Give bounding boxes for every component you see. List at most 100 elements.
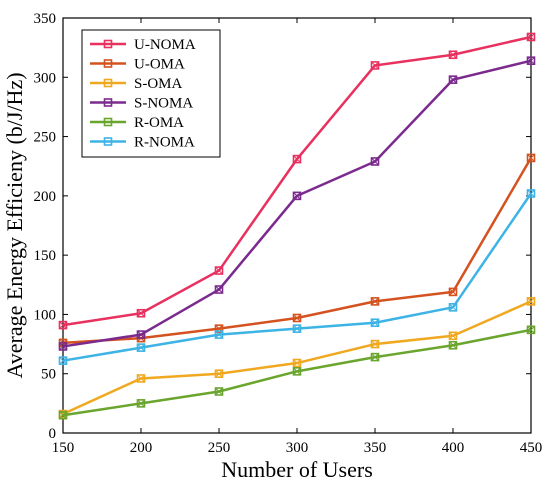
legend-item: U-NOMA <box>90 37 196 53</box>
data-point <box>136 399 146 408</box>
data-point <box>292 154 302 164</box>
data-point <box>292 313 302 323</box>
legend-box <box>81 29 221 158</box>
legend-item: R-OMA <box>90 115 184 131</box>
legend-marker <box>103 59 113 68</box>
series-s-oma <box>58 297 536 419</box>
y-tick-label: 100 <box>34 307 57 323</box>
legend-label: S-OMA <box>134 76 183 92</box>
data-point-mark <box>449 288 457 296</box>
data-point-mark <box>137 309 145 318</box>
y-tick-label: 350 <box>34 11 57 27</box>
legend-marker <box>103 98 113 107</box>
legend-item: S-OMA <box>90 76 183 92</box>
data-point-mark <box>293 155 301 163</box>
x-tick-label: 300 <box>286 440 309 456</box>
data-point <box>214 369 224 379</box>
y-axis-label: Average Energy Efficieny (b/J/Hz) <box>2 72 27 378</box>
data-point <box>58 410 68 420</box>
data-point <box>214 266 224 275</box>
data-point <box>214 387 224 396</box>
data-point-mark <box>449 50 457 59</box>
legend-marker <box>103 137 113 146</box>
data-point <box>292 358 302 368</box>
data-point-mark <box>59 321 67 329</box>
data-point-mark <box>215 387 223 396</box>
data-point-mark <box>59 411 67 420</box>
data-point-mark <box>449 303 457 312</box>
data-point <box>292 324 302 333</box>
data-point <box>370 352 380 362</box>
data-point <box>214 324 224 333</box>
y-tick-label: 50 <box>41 367 56 383</box>
data-point-mark <box>59 356 67 365</box>
legend-label: R-OMA <box>134 115 184 131</box>
data-point-mark <box>527 56 535 65</box>
data-point-mark <box>527 297 535 306</box>
legend-marker <box>103 39 113 49</box>
data-point-mark <box>293 367 301 376</box>
data-point <box>58 342 68 351</box>
legend-item: U-OMA <box>90 57 185 73</box>
data-point <box>448 75 458 84</box>
data-point-mark <box>527 189 535 198</box>
data-point <box>448 303 458 312</box>
data-point <box>448 50 458 60</box>
data-point <box>526 153 536 163</box>
x-axis: 150 200 250 300 350 400 450 <box>52 18 543 456</box>
data-point <box>136 308 146 318</box>
data-point <box>448 340 458 350</box>
y-tick-label: 250 <box>34 130 57 146</box>
data-point-mark <box>59 342 67 351</box>
series-line <box>62 328 532 417</box>
data-point-mark <box>449 331 457 340</box>
data-point <box>370 339 380 349</box>
series-r-noma <box>58 189 536 365</box>
legend-label: U-NOMA <box>134 37 196 53</box>
legend-marker <box>103 78 113 88</box>
data-point <box>214 285 224 294</box>
data-point-mark <box>137 374 145 383</box>
data-point-mark <box>293 359 301 367</box>
data-point-mark <box>293 192 301 200</box>
data-point-mark <box>137 399 145 408</box>
series-u-oma <box>58 153 536 348</box>
legend-label: U-OMA <box>134 57 185 73</box>
data-point <box>370 318 380 328</box>
data-point-mark <box>449 341 457 350</box>
legend-item: R-NOMA <box>90 135 195 151</box>
legend-label: S-NOMA <box>134 96 193 112</box>
y-tick-label: 200 <box>34 189 57 205</box>
y-axis: 0 50 100 150 200 250 300 350 <box>34 11 531 442</box>
data-point-mark <box>137 330 145 339</box>
data-point <box>526 325 536 335</box>
data-point-mark <box>371 157 379 166</box>
data-point-mark <box>371 297 379 306</box>
y-tick-label: 300 <box>34 70 57 86</box>
x-axis-label: Number of Users <box>221 457 373 482</box>
data-point <box>58 356 68 365</box>
data-point-mark <box>527 325 535 334</box>
data-point <box>526 189 536 198</box>
data-point-mark <box>371 340 379 348</box>
data-point <box>292 367 302 376</box>
data-point <box>292 191 302 201</box>
data-point <box>58 320 68 330</box>
data-point-mark <box>215 266 223 275</box>
legend-item: S-NOMA <box>90 96 193 112</box>
series-u-noma <box>58 32 536 330</box>
legend-label: R-NOMA <box>134 135 195 151</box>
series-r-oma <box>58 325 536 420</box>
x-tick-label: 400 <box>442 440 465 456</box>
data-point <box>214 330 224 339</box>
data-point-mark <box>215 330 223 339</box>
series-layer <box>58 32 536 420</box>
y-tick-label: 150 <box>34 248 57 264</box>
y-tick-label: 0 <box>49 426 57 442</box>
data-point-mark <box>449 75 457 84</box>
data-point <box>526 32 536 42</box>
legend: U-NOMA U-OMA S-OMA S-NOMA R-OMA R-NOMA <box>81 29 221 158</box>
x-tick-label: 450 <box>520 440 543 456</box>
data-point-mark <box>293 324 301 333</box>
